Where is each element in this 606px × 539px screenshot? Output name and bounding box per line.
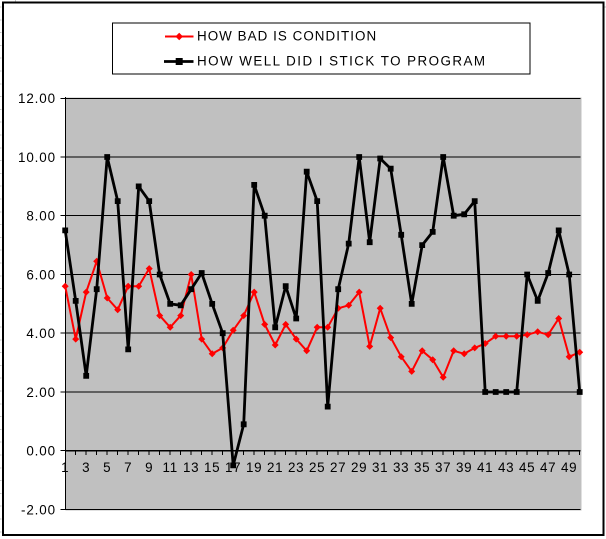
- svg-text:7: 7: [124, 460, 132, 475]
- svg-text:45: 45: [519, 460, 536, 475]
- svg-text:HOW BAD IS CONDITION: HOW BAD IS CONDITION: [197, 29, 377, 44]
- svg-text:5: 5: [103, 460, 111, 475]
- svg-text:13: 13: [183, 460, 200, 475]
- svg-text:29: 29: [351, 460, 368, 475]
- svg-text:9: 9: [145, 460, 153, 475]
- svg-text:25: 25: [309, 460, 326, 475]
- svg-text:4.00: 4.00: [26, 326, 56, 341]
- svg-text:19: 19: [246, 460, 263, 475]
- svg-text:41: 41: [477, 460, 494, 475]
- svg-text:37: 37: [435, 460, 452, 475]
- svg-text:3: 3: [82, 460, 90, 475]
- svg-text:27: 27: [330, 460, 347, 475]
- svg-text:47: 47: [540, 460, 557, 475]
- svg-text:35: 35: [414, 460, 431, 475]
- svg-text:11: 11: [162, 460, 178, 475]
- svg-text:15: 15: [204, 460, 221, 475]
- svg-text:2.00: 2.00: [26, 385, 56, 400]
- svg-text:10.00: 10.00: [18, 150, 56, 165]
- svg-text:31: 31: [372, 460, 389, 475]
- svg-text:HOW WELL DID I STICK TO PROGRA: HOW WELL DID I STICK TO PROGRAM: [197, 54, 486, 69]
- svg-text:0.00: 0.00: [26, 444, 56, 459]
- svg-text:23: 23: [288, 460, 305, 475]
- svg-text:33: 33: [393, 460, 410, 475]
- svg-text:43: 43: [498, 460, 515, 475]
- svg-text:21: 21: [267, 460, 284, 475]
- svg-text:-2.00: -2.00: [21, 502, 56, 517]
- svg-text:6.00: 6.00: [26, 267, 56, 282]
- svg-text:39: 39: [456, 460, 473, 475]
- svg-text:1: 1: [61, 460, 69, 475]
- svg-text:12.00: 12.00: [18, 91, 56, 106]
- svg-text:8.00: 8.00: [26, 209, 56, 224]
- svg-text:49: 49: [561, 460, 578, 475]
